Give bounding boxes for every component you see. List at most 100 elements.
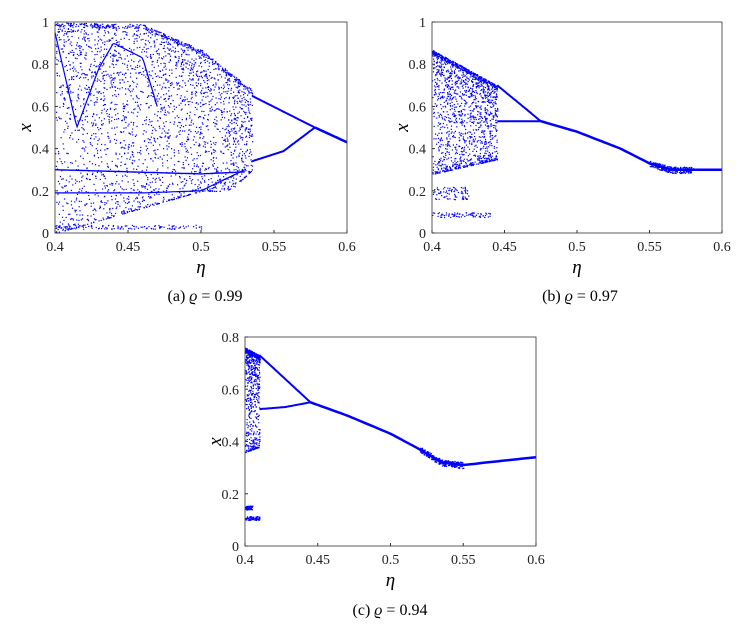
data-point xyxy=(494,135,496,138)
data-point xyxy=(445,170,447,172)
data-point xyxy=(81,23,83,25)
data-point xyxy=(489,144,491,146)
data-point xyxy=(460,83,462,85)
data-point xyxy=(158,57,160,59)
data-point xyxy=(233,128,235,130)
data-point xyxy=(215,181,217,183)
data-point xyxy=(104,32,106,34)
data-point xyxy=(58,226,60,228)
data-point xyxy=(491,152,494,154)
data-point xyxy=(114,85,116,88)
data-point xyxy=(124,202,127,204)
data-point xyxy=(151,132,153,134)
data-point xyxy=(141,200,144,203)
data-point xyxy=(473,99,475,101)
data-point xyxy=(213,162,215,165)
data-point xyxy=(58,24,60,26)
data-point xyxy=(436,134,439,136)
data-point xyxy=(212,84,214,87)
data-point xyxy=(485,112,488,114)
data-point xyxy=(109,183,111,185)
data-point xyxy=(449,60,451,62)
data-point xyxy=(471,75,474,77)
data-point xyxy=(167,105,170,107)
data-point xyxy=(198,126,201,129)
data-point xyxy=(103,34,105,37)
data-point xyxy=(167,228,169,230)
data-point xyxy=(224,146,226,148)
data-point xyxy=(433,61,435,63)
data-point xyxy=(101,72,103,74)
data-point xyxy=(440,69,443,72)
data-point xyxy=(248,120,250,122)
data-point xyxy=(450,125,453,127)
data-point xyxy=(194,49,196,51)
data-point xyxy=(482,132,484,134)
data-point xyxy=(69,25,71,27)
data-point xyxy=(436,53,438,56)
data-point xyxy=(454,168,457,170)
data-point xyxy=(432,80,434,82)
data-point xyxy=(227,144,229,146)
data-point xyxy=(99,205,101,207)
data-point xyxy=(490,92,492,94)
data-point xyxy=(475,124,477,127)
data-point xyxy=(452,114,454,116)
data-point xyxy=(441,163,443,165)
data-point xyxy=(93,64,95,67)
data-point xyxy=(206,83,209,85)
data-point xyxy=(458,105,461,108)
data-point xyxy=(184,184,186,186)
data-point xyxy=(196,108,198,110)
data-point xyxy=(441,82,443,84)
data-point xyxy=(233,118,235,120)
data-point xyxy=(163,62,165,64)
data-point xyxy=(440,57,442,59)
data-point xyxy=(144,24,146,26)
data-point xyxy=(96,27,98,29)
data-point xyxy=(484,81,486,83)
data-point xyxy=(122,27,124,29)
data-point xyxy=(191,63,193,65)
data-point xyxy=(247,131,249,133)
data-point xyxy=(173,164,176,166)
data-point xyxy=(83,148,85,150)
data-point xyxy=(442,97,444,99)
data-point xyxy=(456,143,458,146)
data-point xyxy=(178,57,180,59)
data-point xyxy=(148,106,150,108)
data-point xyxy=(233,81,235,83)
data-point xyxy=(437,163,439,165)
data-point xyxy=(117,93,120,96)
data-point xyxy=(88,178,91,181)
data-point xyxy=(165,93,168,95)
data-point xyxy=(200,182,202,184)
data-point xyxy=(245,170,247,172)
data-point xyxy=(69,175,71,177)
data-point xyxy=(125,116,127,118)
data-point xyxy=(109,26,111,28)
data-point xyxy=(179,130,181,132)
data-point xyxy=(205,96,207,98)
data-point xyxy=(155,33,157,35)
data-point xyxy=(447,187,449,189)
data-point xyxy=(81,176,83,178)
data-point xyxy=(60,60,62,63)
data-point xyxy=(149,55,152,57)
data-point xyxy=(452,97,454,99)
data-point xyxy=(70,228,73,230)
data-point xyxy=(161,35,164,37)
data-point xyxy=(216,108,218,110)
data-point xyxy=(82,124,84,126)
data-point xyxy=(216,64,219,66)
data-point xyxy=(115,108,117,110)
data-point xyxy=(465,128,467,131)
data-point xyxy=(221,111,223,113)
data-point xyxy=(85,54,87,56)
data-point xyxy=(141,197,144,199)
data-point xyxy=(460,69,462,71)
data-point xyxy=(237,112,239,114)
data-point xyxy=(124,27,126,29)
data-point xyxy=(195,171,197,173)
data-point xyxy=(236,78,238,80)
